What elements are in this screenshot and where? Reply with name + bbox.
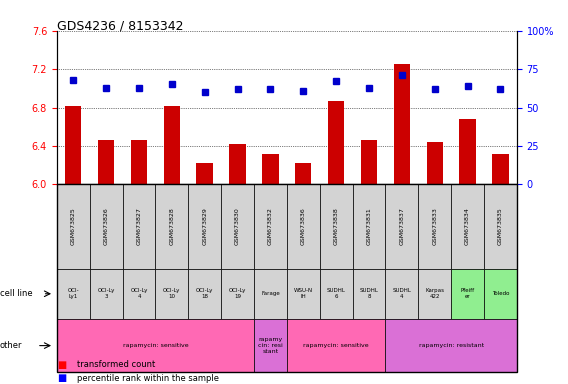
Text: GDS4236 / 8153342: GDS4236 / 8153342 [57,19,183,32]
Text: Pfeiff
er: Pfeiff er [461,288,475,299]
Bar [361,140,377,184]
Bar [295,163,311,184]
Text: GSM673827: GSM673827 [136,208,141,245]
Bar [460,119,476,184]
Text: GSM673830: GSM673830 [235,208,240,245]
Text: OCI-
Ly1: OCI- Ly1 [68,288,79,299]
Text: GSM673832: GSM673832 [268,208,273,245]
Text: GSM673829: GSM673829 [202,208,207,245]
Text: OCI-Ly
3: OCI-Ly 3 [97,288,115,299]
Text: OCI-Ly
4: OCI-Ly 4 [130,288,148,299]
Text: GSM673835: GSM673835 [498,208,503,245]
Text: GSM673831: GSM673831 [366,208,371,245]
Text: OCI-Ly
19: OCI-Ly 19 [229,288,247,299]
Bar [131,140,147,184]
Text: GSM673838: GSM673838 [333,208,339,245]
Text: GSM673826: GSM673826 [103,208,108,245]
Bar [98,140,114,184]
Text: GSM673834: GSM673834 [465,208,470,245]
Text: WSU-N
IH: WSU-N IH [294,288,313,299]
Text: ■: ■ [57,373,66,383]
Text: OCI-Ly
18: OCI-Ly 18 [196,288,214,299]
Text: rapamycin: resistant: rapamycin: resistant [419,343,484,348]
Bar [164,106,180,184]
Text: Toledo: Toledo [492,291,509,296]
Text: GSM673837: GSM673837 [399,208,404,245]
Bar [262,154,279,184]
Text: rapamycin: sensitive: rapamycin: sensitive [123,343,188,348]
Text: SUDHL
6: SUDHL 6 [327,288,345,299]
Text: SUDHL
4: SUDHL 4 [392,288,411,299]
Bar [229,144,246,184]
Text: GSM673825: GSM673825 [71,208,76,245]
Text: transformed count: transformed count [77,360,155,369]
Bar [427,142,443,184]
Text: Karpas
422: Karpas 422 [425,288,444,299]
Text: Farage: Farage [261,291,280,296]
Text: cell line: cell line [0,289,32,298]
Text: GSM673836: GSM673836 [301,208,306,245]
Bar [65,106,81,184]
Text: GSM673833: GSM673833 [432,208,437,245]
Bar [197,163,213,184]
Text: rapamycin: sensitive: rapamycin: sensitive [303,343,369,348]
Text: ■: ■ [57,360,66,370]
Bar [492,154,509,184]
Text: SUDHL
8: SUDHL 8 [360,288,378,299]
Text: GSM673828: GSM673828 [169,208,174,245]
Text: rapamy
cin: resi
stant: rapamy cin: resi stant [258,337,283,354]
Bar [394,64,410,184]
Text: OCI-Ly
10: OCI-Ly 10 [163,288,181,299]
Text: other: other [0,341,23,350]
Bar [328,101,344,184]
Text: percentile rank within the sample: percentile rank within the sample [77,374,219,383]
